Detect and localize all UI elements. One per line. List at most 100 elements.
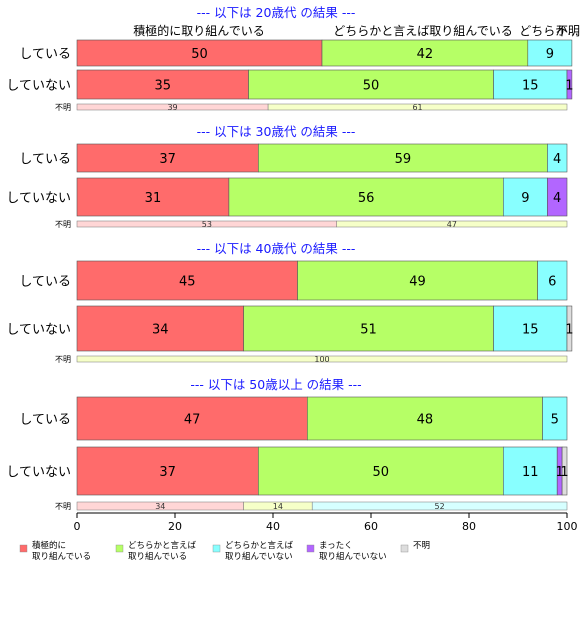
x-tick-label: 100	[557, 520, 578, 533]
legend-label: まったく	[319, 541, 353, 551]
data-label: 56	[358, 191, 375, 206]
bar-segment	[493, 69, 568, 100]
data-label: 15	[522, 323, 539, 338]
x-tick-label: 20	[168, 520, 182, 533]
data-label: 4	[553, 152, 561, 167]
unknown-row-label: 不明	[55, 220, 71, 229]
unknown-bar-segment	[267, 103, 568, 111]
x-tick-label: 0	[74, 520, 81, 533]
data-label: 35	[154, 79, 171, 94]
bar-segment	[76, 305, 244, 352]
bar-segment	[257, 143, 548, 173]
data-label: 5	[551, 413, 559, 428]
data-label: 1	[565, 79, 573, 94]
data-label: 1	[565, 323, 573, 338]
row-label: している	[19, 413, 71, 428]
unknown-data-label: 47	[447, 220, 457, 229]
bar-segment	[561, 446, 568, 496]
x-tick-label: 80	[462, 520, 476, 533]
group-title: --- 以下は 50歳以上 の結果 ---	[190, 377, 361, 392]
unknown-data-label: 100	[314, 355, 329, 364]
data-label: 45	[179, 275, 196, 290]
bar-segment	[321, 39, 529, 67]
unknown-row-label: 不明	[55, 502, 71, 511]
data-label: 50	[363, 79, 380, 94]
unknown-data-label: 61	[412, 103, 422, 112]
unknown-bar-segment	[311, 501, 568, 511]
data-label: 11	[522, 465, 539, 480]
bar-segment	[502, 177, 548, 217]
row-label: していない	[6, 323, 71, 338]
legend-swatch	[115, 544, 124, 553]
legend-label: 取り組んでいない	[225, 551, 293, 562]
legend-label: どちらかと言えば	[128, 540, 197, 551]
data-label: 1	[560, 465, 568, 480]
bar-segment	[566, 305, 573, 352]
row-label: している	[19, 275, 71, 290]
unknown-data-label: 52	[435, 502, 445, 511]
unknown-data-label: 34	[155, 502, 165, 511]
bar-segment	[542, 396, 568, 441]
legend-label: 取り組んでいる	[32, 551, 91, 562]
column-header-label: どちらかと言えば取り組んでいる	[333, 24, 512, 38]
legend-label: 取り組んでいない	[319, 551, 387, 562]
bar-segment	[527, 39, 573, 67]
data-label: 9	[546, 47, 554, 62]
legend-swatch	[306, 544, 315, 553]
bar-segment	[547, 143, 568, 173]
column-header-label: 不明	[556, 24, 580, 38]
x-tick-label: 60	[364, 520, 378, 533]
unknown-bar-segment	[76, 355, 568, 363]
bar-segment	[306, 396, 543, 441]
row-label: していない	[6, 79, 71, 94]
bar-segment	[248, 69, 494, 100]
bar-segment	[243, 305, 494, 352]
bar-segment	[493, 305, 568, 352]
unknown-row-label: 不明	[55, 103, 71, 112]
unknown-data-label: 39	[167, 103, 177, 112]
bar-segment	[297, 260, 538, 301]
data-label: 50	[373, 465, 390, 480]
bar-segment	[76, 143, 259, 173]
data-label: 15	[522, 79, 539, 94]
data-label: 59	[395, 152, 412, 167]
data-label: 31	[145, 191, 162, 206]
bar-segment	[76, 177, 230, 217]
data-label: 34	[152, 323, 169, 338]
legend-label: 積極的に	[32, 540, 66, 551]
data-label: 50	[191, 47, 208, 62]
data-label: 47	[184, 413, 201, 428]
legend-label: どちらかと言えば	[225, 540, 294, 551]
unknown-data-label: 53	[202, 220, 212, 229]
data-label: 37	[159, 465, 176, 480]
bar-segment	[76, 396, 308, 441]
data-label: 48	[417, 413, 434, 428]
data-label: 37	[159, 152, 176, 167]
bar-segment	[502, 446, 558, 496]
unknown-bar-segment	[336, 220, 568, 228]
x-tick-label: 40	[266, 520, 280, 533]
bar-segment	[228, 177, 504, 217]
bar-segment	[76, 260, 298, 301]
legend-swatch	[19, 544, 28, 553]
bar-segment	[537, 260, 568, 301]
group-title: --- 以下は 20歳代 の結果 ---	[197, 5, 356, 20]
data-label: 9	[521, 191, 529, 206]
data-label: 4	[553, 191, 561, 206]
row-label: していない	[6, 465, 71, 480]
data-label: 42	[417, 47, 434, 62]
data-label: 6	[548, 275, 556, 290]
group-title: --- 以下は 40歳代 の結果 ---	[197, 241, 356, 256]
row-label: している	[19, 152, 71, 167]
unknown-data-label: 14	[273, 502, 283, 511]
data-label: 49	[409, 275, 426, 290]
legend-swatch	[212, 544, 221, 553]
bar-segment	[257, 446, 504, 496]
row-label: していない	[6, 191, 71, 206]
group-title: --- 以下は 30歳代 の結果 ---	[197, 124, 356, 139]
column-header-label: 積極的に取り組んでいる	[133, 23, 264, 38]
data-label: 1	[556, 465, 564, 480]
legend-swatch	[400, 544, 409, 553]
column-header-label: どちらか...	[519, 24, 578, 38]
